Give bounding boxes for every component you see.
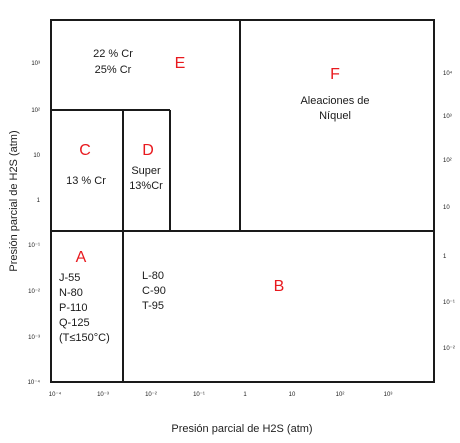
- x-axis-title: Presión parcial de H2S (atm): [171, 423, 312, 435]
- tick-label: 10⁻¹: [443, 300, 455, 306]
- region-b-line-3: T-95: [142, 300, 164, 312]
- region-f-line-1: Aleaciones de: [300, 95, 369, 107]
- tick-label: 10³: [443, 114, 452, 120]
- tick-label: 10⁻²: [145, 392, 157, 398]
- tick-label: 10⁻²: [443, 346, 455, 352]
- region-c-line-1: 13 % Cr: [66, 175, 106, 187]
- region-b-line-2: C-90: [142, 285, 166, 297]
- tick-label: 1: [243, 392, 247, 398]
- tick-label: 10²: [31, 108, 40, 114]
- tick-label: 10⁻³: [97, 392, 109, 398]
- tick-label: 10: [443, 205, 450, 211]
- region-b-letter: B: [274, 278, 285, 295]
- tick-label: 10⁴: [443, 70, 453, 77]
- x-axis-ticks: 10⁻⁴ 10⁻³ 10⁻² 10⁻¹ 1 10 10² 10³: [49, 391, 393, 398]
- plot-frame: [50, 19, 435, 383]
- tick-label: 10⁻³: [28, 335, 40, 341]
- region-d-line-2: 13%Cr: [129, 180, 163, 192]
- y-axis-left-ticks: 10³ 10² 10 1 10⁻¹ 10⁻² 10⁻³ 10⁻⁴: [28, 61, 41, 386]
- tick-label: 10²: [443, 158, 452, 164]
- tick-label: 10⁻¹: [193, 392, 205, 398]
- tick-label: 10: [33, 153, 40, 159]
- region-f-line-2: Níquel: [319, 110, 351, 122]
- tick-label: 10: [289, 392, 296, 398]
- region-a-line-5: (T≤150°C): [59, 332, 110, 344]
- region-a-line-3: P-110: [59, 302, 88, 314]
- y-axis-title: Presión parcial de H2S (atm): [8, 130, 20, 271]
- region-d-line-1: Super: [131, 165, 161, 177]
- region-d-letter: D: [142, 142, 154, 159]
- region-e-letter: E: [175, 55, 186, 72]
- region-a-line-1: J-55: [59, 272, 80, 284]
- tick-label: 10²: [336, 392, 345, 398]
- region-c-letter: C: [79, 142, 91, 159]
- tick-label: 10⁻²: [28, 289, 40, 295]
- region-f-letter: F: [330, 66, 340, 83]
- tick-label: 10⁻⁴: [49, 391, 62, 398]
- region-e-line-2: 25% Cr: [95, 64, 132, 76]
- tick-label: 10³: [384, 392, 393, 398]
- tick-label: 10³: [31, 61, 40, 67]
- tick-label: 1: [443, 254, 447, 260]
- region-a-line-4: Q-125: [59, 317, 90, 329]
- region-e-line-1: 22 % Cr: [93, 48, 133, 60]
- y-axis-right-ticks: 10⁴ 10³ 10² 10 1 10⁻¹ 10⁻²: [443, 70, 455, 352]
- region-a-line-2: N-80: [59, 287, 83, 299]
- tick-label: 1: [37, 198, 41, 204]
- tick-label: 10⁻⁴: [28, 379, 41, 386]
- region-a-letter: A: [76, 249, 87, 266]
- region-b-line-1: L-80: [142, 270, 164, 282]
- tick-label: 10⁻¹: [28, 243, 40, 249]
